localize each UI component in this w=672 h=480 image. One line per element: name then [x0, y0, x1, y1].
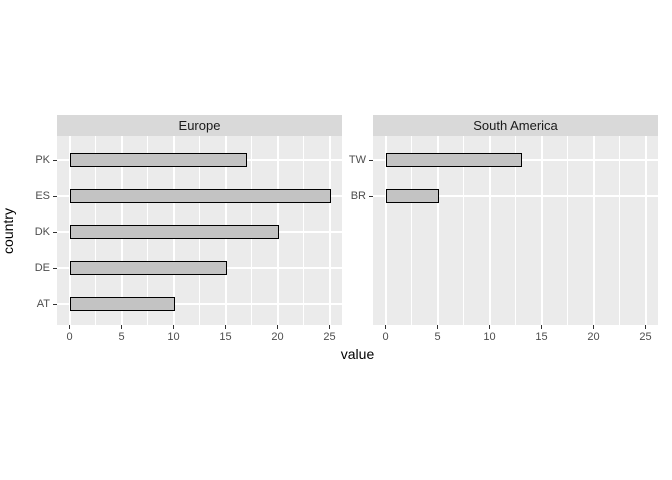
y-tick-label: AT — [36, 298, 50, 310]
y-tick-mark — [53, 159, 57, 161]
minor-gridline — [567, 136, 568, 325]
x-tick-mark — [225, 325, 226, 329]
major-gridline — [436, 136, 439, 325]
y-tick-mark — [53, 231, 57, 233]
y-tick-label: DK — [34, 226, 50, 238]
x-tick-mark — [329, 325, 330, 329]
facet-strip: South America — [373, 115, 658, 136]
major-gridline — [373, 195, 658, 197]
y-tick-label: DE — [34, 262, 50, 274]
x-tick-mark — [385, 325, 386, 329]
x-tick-label: 0 — [66, 331, 73, 343]
y-tick-mark — [53, 267, 57, 269]
x-tick-label: 20 — [587, 331, 600, 343]
x-tick-mark — [645, 325, 646, 329]
major-gridline — [488, 136, 491, 325]
x-tick-mark — [121, 325, 122, 329]
x-tick-label: 20 — [271, 331, 284, 343]
y-tick-label: ES — [35, 190, 50, 202]
x-tick-label: 0 — [382, 331, 389, 343]
bar-ES — [69, 189, 331, 203]
y-tick-label: PK — [35, 154, 50, 166]
y-tick-label: BR — [350, 190, 366, 202]
y-tick-mark — [53, 303, 57, 305]
x-tick-label: 15 — [535, 331, 548, 343]
x-tick-mark — [489, 325, 490, 329]
x-tick-label: 15 — [219, 331, 232, 343]
major-gridline — [644, 136, 647, 325]
facet-label: South America — [473, 118, 558, 133]
x-tick-label: 5 — [434, 331, 441, 343]
y-tick-mark — [369, 159, 373, 161]
facet-label: Europe — [178, 118, 221, 133]
x-tick-mark — [69, 325, 70, 329]
bar-TW — [385, 153, 522, 167]
x-tick-mark — [541, 325, 542, 329]
bar-DE — [69, 261, 227, 275]
minor-gridline — [463, 136, 464, 325]
x-tick-label: 10 — [483, 331, 496, 343]
major-gridline — [592, 136, 595, 325]
y-tick-mark — [369, 195, 373, 197]
panel — [373, 136, 658, 325]
x-tick-mark — [277, 325, 278, 329]
bar-BR — [385, 189, 439, 203]
major-gridline — [384, 136, 387, 325]
minor-gridline — [411, 136, 412, 325]
x-tick-mark — [173, 325, 174, 329]
x-tick-mark — [437, 325, 438, 329]
major-gridline — [540, 136, 543, 325]
y-axis-title: country — [0, 208, 16, 254]
x-tick-label: 25 — [323, 331, 336, 343]
minor-gridline — [303, 136, 304, 325]
x-axis-title: value — [340, 346, 375, 362]
minor-gridline — [619, 136, 620, 325]
x-tick-label: 10 — [167, 331, 180, 343]
panel — [57, 136, 342, 325]
x-tick-label: 5 — [118, 331, 125, 343]
facet-strip: Europe — [57, 115, 342, 136]
x-tick-mark — [593, 325, 594, 329]
bar-AT — [69, 297, 175, 311]
y-tick-mark — [53, 195, 57, 197]
major-gridline — [57, 303, 342, 305]
y-tick-label: TW — [348, 154, 366, 166]
major-gridline — [328, 136, 331, 325]
bar-DK — [69, 225, 279, 239]
x-tick-label: 25 — [639, 331, 652, 343]
minor-gridline — [515, 136, 516, 325]
bar-PK — [69, 153, 248, 167]
